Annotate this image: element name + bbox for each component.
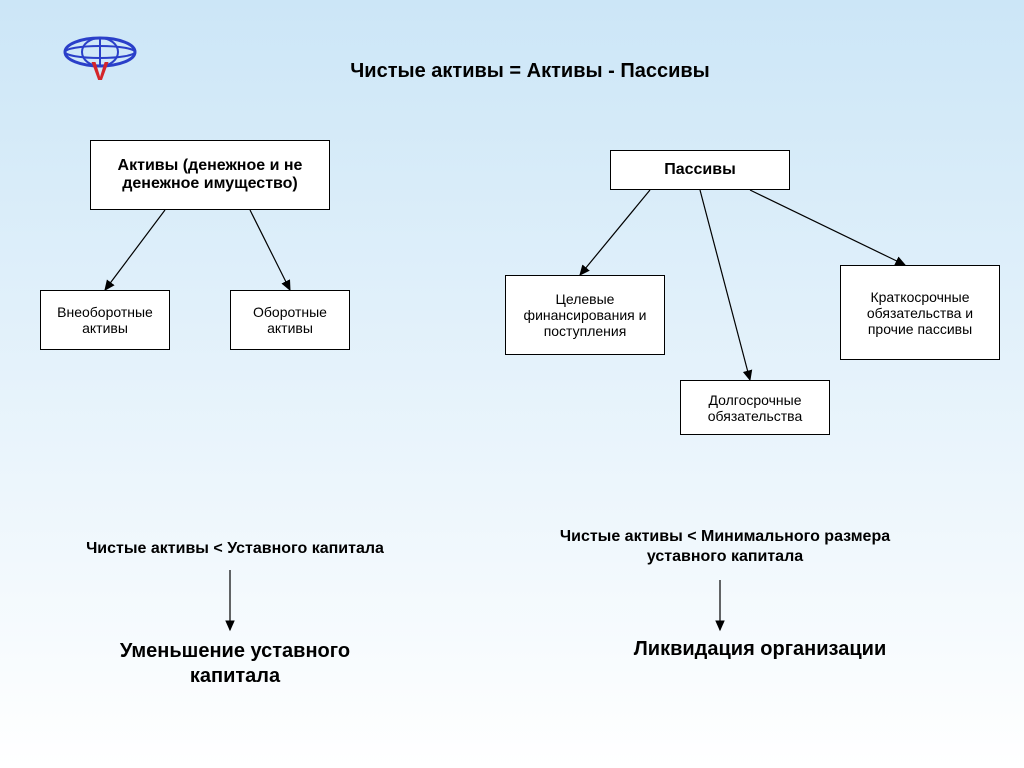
node-liabilities: Пассивы	[610, 150, 790, 190]
node-assets: Активы (денежное и не денежное имущество…	[90, 140, 330, 210]
outcome-2: Ликвидация организации	[560, 638, 960, 661]
condition-2-line1: Чистые активы < Минимального размера	[500, 528, 950, 546]
condition-2-line2: уставного капитала	[500, 548, 950, 566]
node-short-term-liabilities: Краткосрочные обязательства и прочие пас…	[840, 265, 1000, 360]
outcome-1-line2: капитала	[75, 665, 395, 688]
page-title: Чистые активы = Активы - Пассивы	[270, 60, 790, 83]
node-targeted-financing: Целевые финансирования и поступления	[505, 275, 665, 355]
node-non-current-assets: Внеоборотные активы	[40, 290, 170, 350]
condition-1: Чистые активы < Уставного капитала	[55, 540, 415, 558]
svg-text:V: V	[91, 56, 109, 85]
node-current-assets: Оборотные активы	[230, 290, 350, 350]
globe-logo-icon: V	[60, 30, 140, 85]
outcome-1-line1: Уменьшение уставного	[75, 640, 395, 663]
node-long-term-liabilities: Долгосрочные обязательства	[680, 380, 830, 435]
